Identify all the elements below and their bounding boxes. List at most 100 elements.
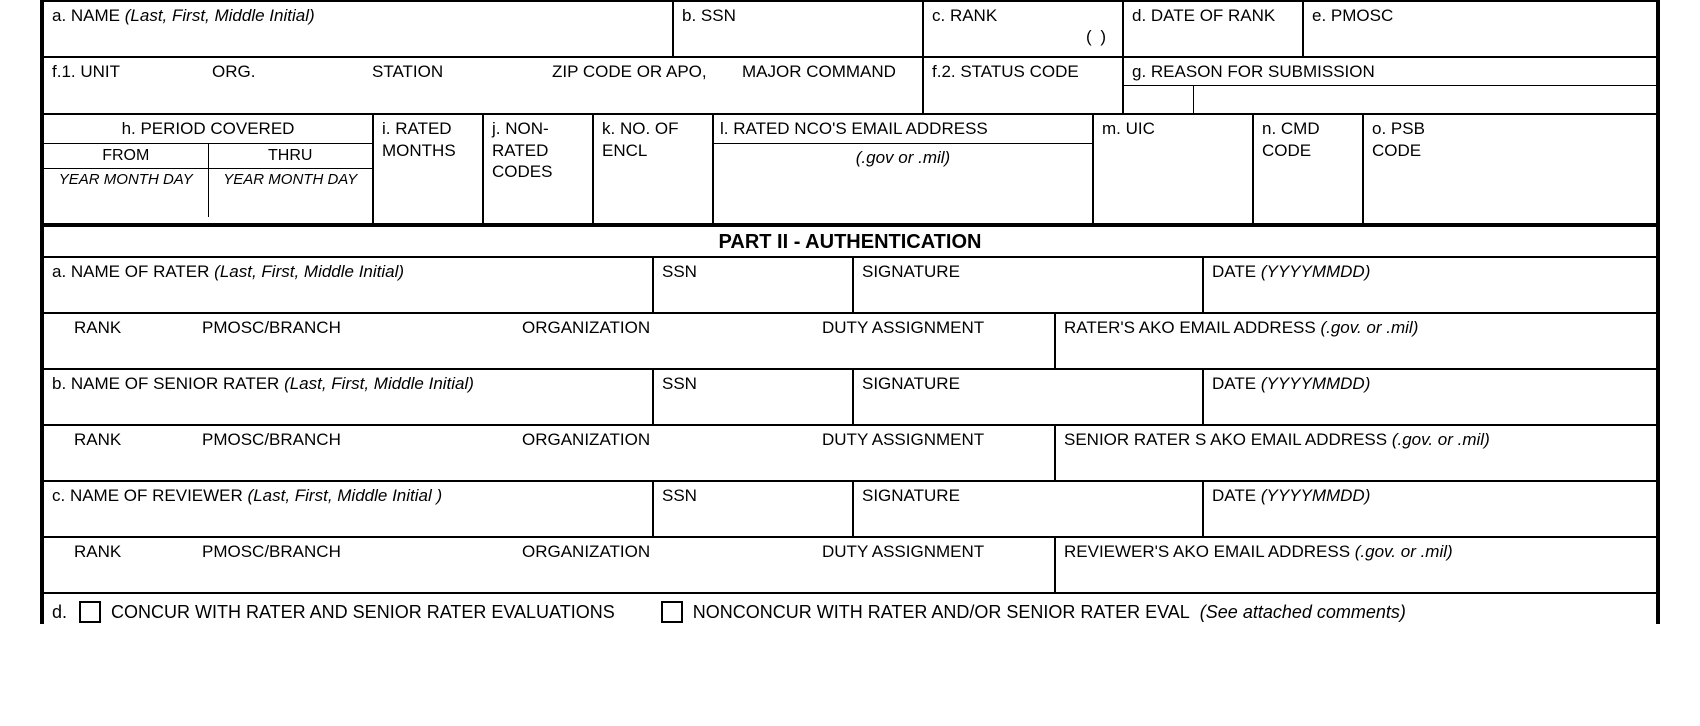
hint-nonconcur: (See attached comments) <box>1200 602 1406 623</box>
field-srater-details[interactable]: RANK PMOSC/BRANCH ORGANIZATION DUTY ASSI… <box>44 426 1054 480</box>
field-srater-sig[interactable]: SIGNATURE <box>854 370 1204 424</box>
field-pmosc[interactable]: e. PMOSC <box>1304 2 1656 56</box>
field-rater-details[interactable]: RANK PMOSC/BRANCH ORGANIZATION DUTY ASSI… <box>44 314 1054 368</box>
label-o1: o. PSB <box>1372 119 1425 138</box>
hint-rater-email: (.gov. or .mil) <box>1320 318 1418 337</box>
label-thru: THRU <box>209 143 373 168</box>
field-rater-ssn[interactable]: SSN <box>654 258 854 312</box>
reason-text-box[interactable] <box>1194 85 1656 113</box>
field-reviewer-name[interactable]: c. NAME OF REVIEWER (Last, First, Middle… <box>44 482 654 536</box>
label-c: c. RANK <box>932 6 997 25</box>
label-srater-pmosc: PMOSC/BRANCH <box>202 429 522 477</box>
field-reviewer-details[interactable]: RANK PMOSC/BRANCH ORGANIZATION DUTY ASSI… <box>44 538 1054 592</box>
label-srater-sig: SIGNATURE <box>862 374 960 393</box>
field-nonrated-codes[interactable]: j. NON- RATED CODES <box>484 115 594 223</box>
label-l: l. RATED NCO'S EMAIL ADDRESS <box>720 119 988 138</box>
row-concur: d. CONCUR WITH RATER AND SENIOR RATER EV… <box>44 592 1656 624</box>
field-uic[interactable]: m. UIC <box>1094 115 1254 223</box>
hint-srater-name: (Last, First, Middle Initial) <box>284 374 474 393</box>
field-srater-date[interactable]: DATE (YYYYMMDD) <box>1204 370 1656 424</box>
field-rater-date[interactable]: DATE (YYYYMMDD) <box>1204 258 1656 312</box>
field-rank[interactable]: c. RANK ( ) <box>924 2 1124 56</box>
label-rater-ssn: SSN <box>662 262 697 281</box>
field-srater-ssn[interactable]: SSN <box>654 370 854 424</box>
label-e: e. PMOSC <box>1312 6 1393 25</box>
label-srater-name: b. NAME OF SENIOR RATER <box>52 374 279 393</box>
field-unit[interactable]: f.1. UNIT ORG. STATION ZIP CODE OR APO, … <box>44 58 924 113</box>
label-srater-org: ORGANIZATION <box>522 429 822 477</box>
form-container: a. NAME (Last, First, Middle Initial) b.… <box>40 0 1660 624</box>
label-i2: MONTHS <box>382 141 456 160</box>
label-j2: RATED <box>492 141 548 160</box>
label-g: g. REASON FOR SUBMISSION <box>1132 62 1375 81</box>
hint-l: (.gov or .mil) <box>856 148 950 167</box>
field-rater-email[interactable]: RATER'S AKO EMAIL ADDRESS (.gov. or .mil… <box>1054 314 1656 368</box>
part2-header: PART II - AUTHENTICATION <box>44 223 1656 256</box>
label-rater-date: DATE <box>1212 262 1256 281</box>
label-rater-duty: DUTY ASSIGNMENT <box>822 317 1048 365</box>
label-f2: f.2. STATUS CODE <box>932 62 1079 81</box>
label-f1-station: STATION <box>372 61 552 110</box>
row-unit: f.1. UNIT ORG. STATION ZIP CODE OR APO, … <box>44 56 1656 113</box>
field-srater-name[interactable]: b. NAME OF SENIOR RATER (Last, First, Mi… <box>44 370 654 424</box>
label-k1: k. NO. OF <box>602 119 679 138</box>
hint-rater-name: (Last, First, Middle Initial) <box>214 262 404 281</box>
label-reviewer-ssn: SSN <box>662 486 697 505</box>
rank-paren: ( ) <box>932 26 1116 47</box>
hint-reviewer-date: (YYYYMMDD) <box>1261 486 1371 505</box>
field-reviewer-ssn[interactable]: SSN <box>654 482 854 536</box>
field-date-of-rank[interactable]: d. DATE OF RANK <box>1124 2 1304 56</box>
label-rater-email: RATER'S AKO EMAIL ADDRESS <box>1064 318 1316 337</box>
hint-a: (Last, First, Middle Initial) <box>125 6 315 25</box>
field-psb-code[interactable]: o. PSB CODE <box>1364 115 1656 223</box>
label-h: h. PERIOD COVERED <box>122 119 295 138</box>
label-rater-name: a. NAME OF RATER <box>52 262 209 281</box>
field-reviewer-email[interactable]: REVIEWER'S AKO EMAIL ADDRESS (.gov. or .… <box>1054 538 1656 592</box>
label-rater-rank: RANK <box>52 317 202 365</box>
field-rater-sig[interactable]: SIGNATURE <box>854 258 1204 312</box>
label-srater-date: DATE <box>1212 374 1256 393</box>
label-b: b. SSN <box>682 6 736 25</box>
label-reviewer-date: DATE <box>1212 486 1256 505</box>
label-f1-unit: f.1. UNIT <box>52 61 212 110</box>
label-reviewer-org: ORGANIZATION <box>522 541 822 589</box>
field-name[interactable]: a. NAME (Last, First, Middle Initial) <box>44 2 674 56</box>
label-j1: j. NON- <box>492 119 549 138</box>
field-nco-email[interactable]: l. RATED NCO'S EMAIL ADDRESS (.gov or .m… <box>714 115 1094 223</box>
row-reviewer-details: RANK PMOSC/BRANCH ORGANIZATION DUTY ASSI… <box>44 536 1656 592</box>
hint-srater-date: (YYYYMMDD) <box>1261 374 1371 393</box>
field-rated-months[interactable]: i. RATED MONTHS <box>374 115 484 223</box>
label-o2: CODE <box>1372 141 1421 160</box>
field-srater-email[interactable]: SENIOR RATER S AKO EMAIL ADDRESS (.gov. … <box>1054 426 1656 480</box>
label-d-prefix: d. <box>52 602 67 623</box>
field-no-of-encl[interactable]: k. NO. OF ENCL <box>594 115 714 223</box>
label-srater-duty: DUTY ASSIGNMENT <box>822 429 1048 477</box>
field-status-code[interactable]: f.2. STATUS CODE <box>924 58 1124 113</box>
field-rater-name[interactable]: a. NAME OF RATER (Last, First, Middle In… <box>44 258 654 312</box>
label-j3: CODES <box>492 162 552 181</box>
from-ymd[interactable]: YEAR MONTH DAY <box>44 168 209 218</box>
label-a: a. NAME <box>52 6 120 25</box>
row-rater-details: RANK PMOSC/BRANCH ORGANIZATION DUTY ASSI… <box>44 312 1656 368</box>
field-reason[interactable]: g. REASON FOR SUBMISSION <box>1124 58 1656 113</box>
label-from: FROM <box>44 143 209 168</box>
label-d: d. DATE OF RANK <box>1132 6 1275 25</box>
field-reviewer-date[interactable]: DATE (YYYYMMDD) <box>1204 482 1656 536</box>
thru-ymd[interactable]: YEAR MONTH DAY <box>209 168 373 218</box>
field-ssn[interactable]: b. SSN <box>674 2 924 56</box>
label-reviewer-name: c. NAME OF REVIEWER <box>52 486 243 505</box>
field-period-covered: h. PERIOD COVERED FROM THRU YEAR MONTH D… <box>44 115 374 223</box>
row-period: h. PERIOD COVERED FROM THRU YEAR MONTH D… <box>44 113 1656 223</box>
checkbox-nonconcur[interactable] <box>661 601 683 623</box>
label-reviewer-email: REVIEWER'S AKO EMAIL ADDRESS <box>1064 542 1350 561</box>
hint-rater-date: (YYYYMMDD) <box>1261 262 1371 281</box>
label-f1-org: ORG. <box>212 61 372 110</box>
hint-srater-email: (.gov. or .mil) <box>1392 430 1490 449</box>
label-reviewer-rank: RANK <box>52 541 202 589</box>
label-rater-org: ORGANIZATION <box>522 317 822 365</box>
field-reviewer-sig[interactable]: SIGNATURE <box>854 482 1204 536</box>
checkbox-concur[interactable] <box>79 601 101 623</box>
reason-code-box[interactable] <box>1124 85 1194 113</box>
field-cmd-code[interactable]: n. CMD CODE <box>1254 115 1364 223</box>
label-f1-cmd: MAJOR COMMAND <box>742 61 916 110</box>
